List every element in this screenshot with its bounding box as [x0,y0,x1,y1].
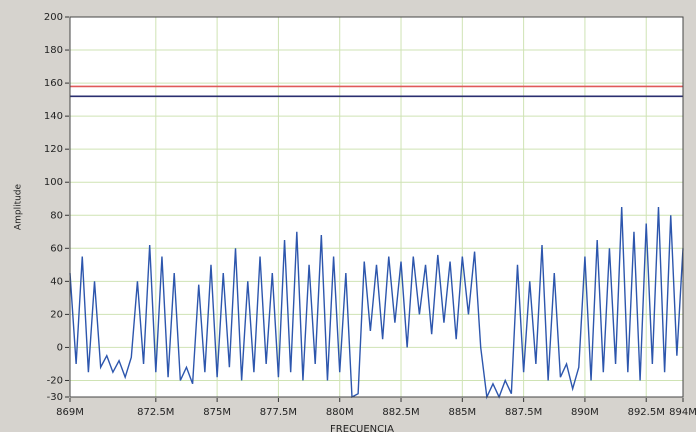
y-tick-label: 160 [44,78,63,89]
y-tick-label: 120 [44,144,63,155]
y-axis-label: Amplitude [14,183,24,230]
y-tick-label: 40 [50,276,63,287]
x-tick-label: 875M [203,407,231,418]
y-tick-label: 60 [50,243,63,254]
y-tick-label: -20 [47,375,63,386]
y-tick-label: 200 [44,12,63,23]
plot-area [69,16,684,398]
x-tick-label: 882.5M [382,407,419,418]
x-tick-label: 890M [571,407,599,418]
plot-border [69,16,684,398]
y-tick-label: 140 [44,111,63,122]
y-tick-label: -30 [47,392,63,403]
x-tick-label: 894M [669,407,696,418]
x-tick-label: 885M [448,407,476,418]
x-tick-label: 872.5M [137,407,174,418]
y-tick-label: 180 [44,45,63,56]
x-tick-label: 877.5M [260,407,297,418]
y-tick-label: 100 [44,177,63,188]
trace [69,206,684,400]
x-tick-label: 887.5M [505,407,542,418]
y-tick-label: 0 [57,342,63,353]
x-tick-label: 892.5M [628,407,665,418]
y-tick-label: 80 [50,210,63,221]
x-axis-label: FRECUENCIA [330,424,394,432]
y-tick-label: 20 [50,309,63,320]
x-tick-label: 869M [56,407,84,418]
x-tick-label: 880M [326,407,354,418]
